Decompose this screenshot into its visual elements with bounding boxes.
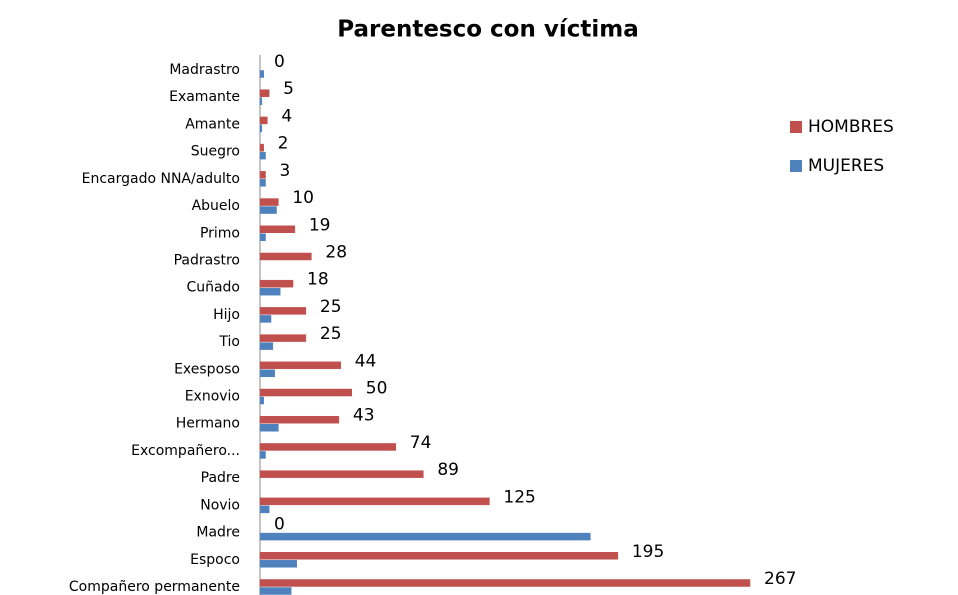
value-label: 5 xyxy=(283,79,294,99)
y-tick-label: Padrastro xyxy=(174,252,240,268)
bar xyxy=(259,342,274,350)
chart-title: Parentesco con víctima xyxy=(337,17,639,43)
bar xyxy=(259,279,294,288)
bar xyxy=(259,143,264,152)
bar xyxy=(259,252,312,261)
bar xyxy=(259,505,270,514)
y-tick-label: Novio xyxy=(200,497,240,513)
bar xyxy=(259,361,341,370)
value-label: 195 xyxy=(632,542,664,562)
bar xyxy=(259,396,264,405)
value-label: 89 xyxy=(437,460,459,480)
bar xyxy=(259,179,266,187)
bar xyxy=(259,369,275,378)
y-tick-label: Abuelo xyxy=(192,198,240,214)
legend-label: MUJERES xyxy=(808,156,884,176)
y-tick-label: Madrastro xyxy=(169,62,240,78)
value-label: 74 xyxy=(410,433,432,453)
value-label: 28 xyxy=(325,242,347,262)
value-label: 267 xyxy=(764,569,796,589)
value-label: 50 xyxy=(366,379,388,399)
bar xyxy=(259,89,270,97)
bar xyxy=(259,287,281,296)
value-label: 25 xyxy=(320,324,342,344)
bar xyxy=(259,206,277,214)
y-tick-label: Hermano xyxy=(176,416,240,432)
bar xyxy=(259,70,264,78)
bar xyxy=(259,415,340,424)
y-tick-label: Tio xyxy=(218,334,240,350)
bar xyxy=(259,532,591,541)
value-label: 43 xyxy=(353,406,375,426)
bar xyxy=(259,124,263,133)
bar xyxy=(259,307,307,315)
y-tick-label: Suegro xyxy=(191,144,240,160)
value-label: 10 xyxy=(292,188,314,208)
y-tick-label: Compañero permanente xyxy=(69,579,240,595)
bar xyxy=(259,225,296,234)
y-tick-label: Excompañero... xyxy=(131,443,240,459)
bar xyxy=(259,116,268,125)
bar xyxy=(259,388,353,397)
y-tick-label: Padre xyxy=(201,470,240,486)
bar xyxy=(259,315,272,323)
value-label: 3 xyxy=(280,161,291,181)
bar xyxy=(259,151,266,160)
bar xyxy=(259,334,307,342)
bar xyxy=(259,579,751,587)
bar xyxy=(259,451,266,459)
value-label: 19 xyxy=(309,215,331,235)
bar xyxy=(259,470,424,478)
bar xyxy=(259,587,292,595)
bar xyxy=(259,423,279,432)
y-tick-label: Cuñado xyxy=(186,280,240,296)
value-label: 25 xyxy=(320,297,342,317)
y-tick-label: Exnovio xyxy=(185,389,240,405)
legend-label: HOMBRES xyxy=(808,117,894,137)
y-tick-label: Madre xyxy=(196,525,240,541)
bar xyxy=(259,198,279,206)
bar xyxy=(259,443,397,451)
y-tick-label: Examante xyxy=(169,89,240,105)
value-label: 0 xyxy=(274,52,285,72)
legend-swatch xyxy=(790,160,802,172)
bar xyxy=(259,97,263,105)
y-tick-label: Hijo xyxy=(213,307,240,323)
legend-swatch xyxy=(790,121,802,133)
bar xyxy=(259,552,619,560)
y-tick-label: Encargado NNA/adulto xyxy=(82,171,240,187)
bar xyxy=(259,233,266,242)
y-tick-label: Exesposo xyxy=(174,361,240,377)
value-label: 125 xyxy=(503,487,535,507)
value-label: 18 xyxy=(307,270,329,290)
bar xyxy=(259,497,490,506)
bar xyxy=(259,560,297,568)
y-tick-label: Amante xyxy=(185,116,240,132)
y-tick-label: Primo xyxy=(200,225,240,241)
y-tick-label: Espoco xyxy=(190,552,240,568)
value-label: 2 xyxy=(278,134,289,154)
value-label: 0 xyxy=(274,515,285,535)
bar xyxy=(259,171,266,179)
value-label: 44 xyxy=(355,351,377,371)
value-label: 4 xyxy=(281,106,292,126)
